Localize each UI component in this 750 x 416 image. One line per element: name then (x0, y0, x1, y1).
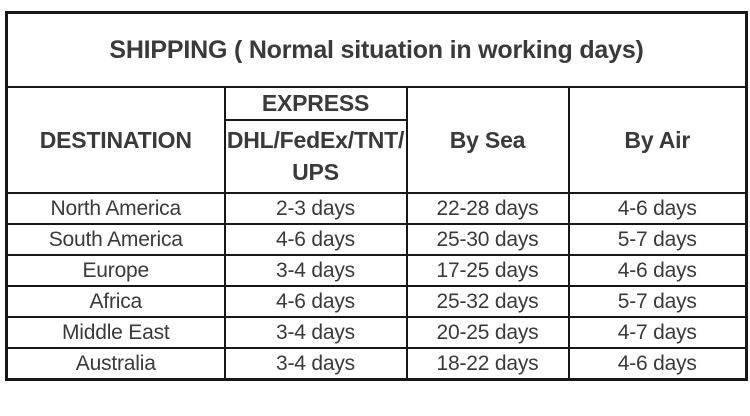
header-row-carriers: DHL/FedEx/TNT/UPS (7, 118, 747, 195)
table-row: North America 2-3 days 22-28 days 4-6 da… (5, 192, 748, 225)
cell-sea-days: 17-25 days (405, 254, 570, 287)
cell-destination: Africa (5, 285, 226, 318)
table-row: Australia 3-4 days 18-22 days 4-6 days (5, 347, 748, 381)
cell-sea-days: 18-22 days (405, 347, 570, 381)
table-row: Europe 3-4 days 17-25 days 4-6 days (5, 254, 748, 287)
cell-destination: South America (5, 223, 226, 256)
table-row: South America 4-6 days 25-30 days 5-7 da… (5, 223, 748, 256)
cell-destination: Middle East (5, 316, 226, 349)
col-header-by-air: By Air (567, 86, 748, 194)
cell-air-days: 5-7 days (567, 285, 748, 318)
title-row: SHIPPING ( Normal situation in working d… (5, 11, 748, 88)
shipping-table: SHIPPING ( Normal situation in working d… (5, 11, 749, 381)
cell-sea-days: 22-28 days (405, 192, 570, 225)
header-row-top: DESTINATION EXPRESS By Sea By Air (5, 86, 748, 194)
cell-express-days: 4-6 days (223, 285, 408, 318)
cell-air-days: 4-6 days (567, 347, 748, 381)
cell-sea-days: 20-25 days (405, 316, 570, 349)
shipping-table-body: North America 2-3 days 22-28 days 4-6 da… (5, 192, 748, 381)
cell-destination: North America (5, 192, 226, 225)
cell-express-days: 3-4 days (223, 316, 408, 349)
shipping-table-header: SHIPPING ( Normal situation in working d… (5, 11, 748, 195)
cell-express-days: 3-4 days (223, 254, 408, 287)
cell-express-days: 3-4 days (223, 347, 408, 381)
cell-express-days: 4-6 days (223, 223, 408, 256)
cell-air-days: 4-6 days (567, 192, 748, 225)
cell-express-days: 2-3 days (223, 192, 408, 225)
col-header-express: EXPRESS (223, 86, 408, 121)
cell-air-days: 5-7 days (567, 223, 748, 256)
cell-destination: Europe (5, 254, 226, 287)
cell-air-days: 4-6 days (567, 254, 748, 287)
col-header-by-sea: By Sea (405, 86, 570, 194)
table-row: Africa 4-6 days 25-32 days 5-7 days (5, 285, 748, 318)
cell-air-days: 4-7 days (567, 316, 748, 349)
cell-sea-days: 25-30 days (405, 223, 570, 256)
cell-sea-days: 25-32 days (405, 285, 570, 318)
table-row: Middle East 3-4 days 20-25 days 4-7 days (5, 316, 748, 349)
col-header-destination: DESTINATION (5, 86, 226, 194)
table-title: SHIPPING ( Normal situation in working d… (5, 11, 748, 88)
cell-destination: Australia (5, 347, 226, 381)
col-header-express-carriers: DHL/FedEx/TNT/UPS (223, 118, 408, 195)
